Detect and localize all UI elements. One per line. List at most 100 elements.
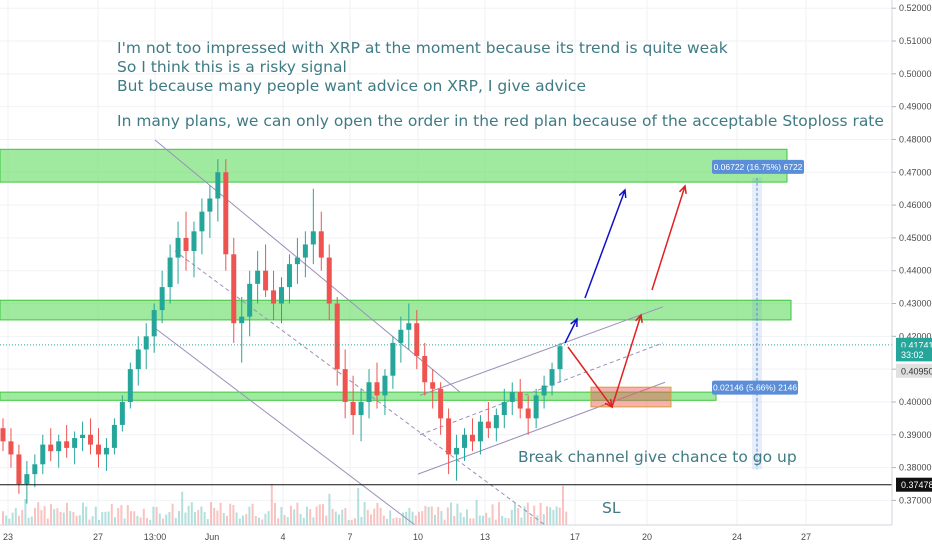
volume-bar [414, 515, 417, 525]
volume-bar [491, 504, 494, 525]
candle-body [151, 310, 157, 337]
price-tick-label: 0.47000 [899, 167, 932, 177]
candle-body [286, 264, 292, 288]
candle-body [533, 395, 539, 419]
volume-bar [69, 511, 72, 525]
candle-body [103, 447, 109, 455]
price-tick-label: 0.44000 [899, 266, 932, 276]
volume-bar [142, 508, 145, 525]
zone-rect [0, 299, 792, 321]
volume-bar [114, 517, 116, 525]
volume-bar [8, 518, 11, 525]
price-tick-label: 0.48000 [899, 134, 932, 144]
volume-bar [203, 512, 206, 525]
candle-body [215, 172, 221, 199]
candle-body [271, 290, 277, 304]
candle-body [294, 257, 300, 265]
volume-bar [18, 515, 20, 525]
volume-bar [238, 518, 241, 525]
volume-bar [168, 512, 171, 525]
candle-body [549, 369, 555, 386]
candle-body [501, 401, 507, 416]
candle-body [342, 369, 348, 402]
volume-bar [254, 515, 257, 525]
candle-body [334, 303, 340, 370]
candle-body [469, 434, 475, 442]
candle-body [191, 231, 197, 252]
volume-bar [280, 506, 283, 525]
time-tick-label: 13:00 [144, 532, 167, 542]
volume-bar [126, 505, 129, 525]
candle-body [72, 438, 78, 448]
volume-bar [530, 516, 532, 525]
volume-bar [98, 519, 100, 525]
volume-bar [72, 511, 75, 525]
price-tick-label: 0.38000 [899, 463, 932, 473]
candle-body [493, 415, 499, 429]
volume-bar [542, 514, 545, 525]
volume-bar [347, 519, 350, 525]
rising-mid [419, 342, 664, 436]
volume-bar [546, 506, 548, 525]
volume-bar [427, 506, 430, 525]
volume-bar [360, 516, 363, 525]
candle-body [135, 349, 141, 370]
candle-body [302, 244, 308, 258]
candle-body [127, 369, 133, 402]
volume-bar [325, 515, 328, 525]
price-axis-bg [892, 0, 932, 550]
time-tick-label: 27 [93, 532, 103, 542]
volume-bar [104, 511, 107, 525]
volume-bar [446, 507, 449, 525]
price-tick-label: 0.42000 [899, 331, 932, 341]
candle-body [207, 198, 213, 212]
red-arrow-long [651, 185, 686, 291]
volume-bar [277, 518, 280, 525]
zone-rect [0, 148, 788, 183]
blue-arrow-short [564, 318, 578, 344]
price-label-box [896, 363, 932, 378]
volume-bar [206, 519, 209, 525]
candle-body [32, 464, 38, 475]
price-label: 0.37478 [901, 480, 932, 490]
volume-bar [85, 506, 88, 525]
price-label: 0.40950 [901, 366, 932, 376]
volume-bar [139, 517, 142, 525]
candle-body [16, 454, 22, 484]
volume-bar [293, 509, 296, 525]
volume-bar [398, 517, 401, 525]
volume-bar [514, 502, 516, 525]
time-tick-label: 27 [801, 532, 811, 542]
annotation-line: In many plans, we can only open the orde… [117, 112, 884, 130]
volume-bar [411, 511, 414, 525]
candle-body [541, 385, 547, 396]
price-tick-label: 0.51000 [899, 36, 932, 46]
volume-bar [213, 507, 216, 525]
volume-bar [30, 516, 33, 525]
channel-upper [154, 139, 461, 393]
candle-body [326, 257, 332, 304]
volume-bar [94, 506, 97, 525]
price-axis[interactable]: 0.370000.380000.390000.400000.410000.420… [891, 0, 932, 550]
annotation-line: So I think this is a risky signal [117, 58, 347, 76]
volume-bar [146, 518, 148, 525]
volume-bar [443, 519, 446, 525]
volume-bar [162, 518, 164, 525]
candle-body [167, 257, 173, 288]
volume-bar [226, 515, 228, 525]
volume-bar [434, 514, 436, 525]
volume-bar [379, 507, 382, 525]
time-axis[interactable]: 23 27 13:00 Jun 4 7 10 13 17 20 24 27 [0, 524, 892, 550]
volume-bar [389, 510, 392, 525]
volume-bar [485, 512, 488, 525]
volume-bar [133, 511, 136, 525]
price-tick-label: 0.49000 [899, 102, 932, 112]
volume-bar [440, 511, 443, 525]
price-candles [0, 159, 563, 504]
volume-bar [194, 512, 196, 525]
volume-bar [312, 517, 315, 525]
volume-bar [517, 508, 520, 525]
candle-body [175, 237, 181, 258]
red-arrow-up [611, 314, 642, 408]
